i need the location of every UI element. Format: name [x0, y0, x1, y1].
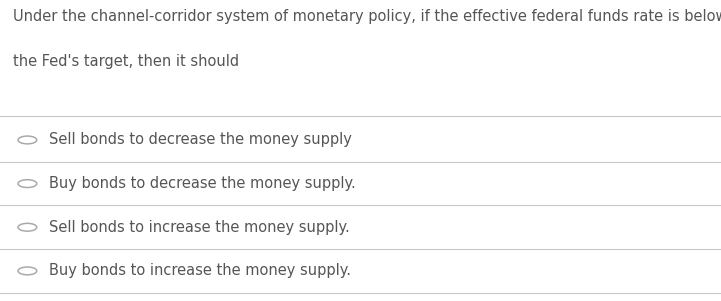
Text: Buy bonds to increase the money supply.: Buy bonds to increase the money supply. [49, 263, 351, 278]
Text: the Fed's target, then it should: the Fed's target, then it should [13, 54, 239, 69]
Text: Buy bonds to decrease the money supply.: Buy bonds to decrease the money supply. [49, 176, 355, 191]
Text: Sell bonds to increase the money supply.: Sell bonds to increase the money supply. [49, 220, 350, 235]
Text: Under the channel-corridor system of monetary policy, if the effective federal f: Under the channel-corridor system of mon… [13, 9, 721, 24]
Text: Sell bonds to decrease the money supply: Sell bonds to decrease the money supply [49, 132, 352, 147]
